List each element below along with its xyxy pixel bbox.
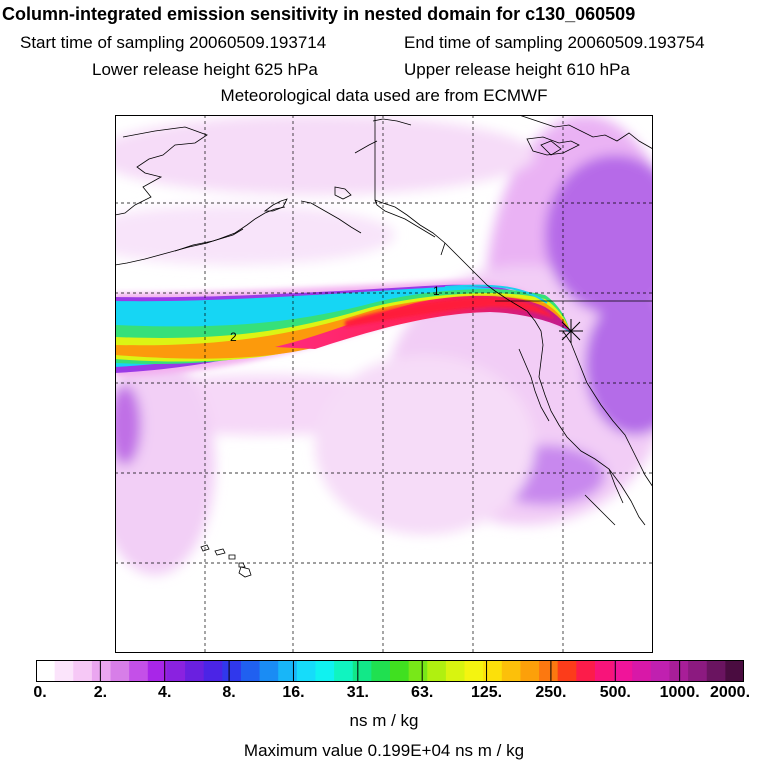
sensitivity-field	[115, 115, 653, 575]
colorbar-swatch	[73, 660, 93, 682]
colorbar-swatch	[539, 660, 559, 682]
colorbar-swatch	[54, 660, 74, 682]
colorbar-swatch	[91, 660, 112, 682]
coastlines	[115, 115, 653, 526]
colorbar-tick-label: 4.	[158, 684, 172, 701]
colorbar-tick-label: 2.	[93, 684, 108, 701]
colorbar-tick-label: 31.	[346, 684, 369, 701]
end-time-label: End time of sampling 20060509.193754	[404, 33, 705, 52]
plume-label-1: 1	[433, 284, 440, 298]
colorbar-swatch	[36, 660, 56, 682]
release-point-marker	[559, 319, 583, 343]
colorbar-swatch	[557, 660, 577, 682]
colorbar-tick-label: 1000.	[659, 684, 700, 701]
sensitivity-map: 1 2	[115, 115, 653, 653]
colorbar-swatch	[688, 660, 708, 682]
colorbar-swatch	[706, 660, 726, 682]
colorbar-tick-label: 0.	[33, 684, 47, 701]
colorbar-tick-label: 500.	[599, 684, 631, 701]
colorbar-swatch	[315, 660, 335, 682]
colorbar	[36, 660, 744, 682]
colorbar-swatch	[408, 660, 428, 682]
colorbar-tick-label: 63.	[411, 684, 434, 701]
colorbar-tick-label: 2000.	[709, 684, 751, 701]
sampling-time-row: Start time of sampling 20060509.193714 E…	[0, 33, 768, 55]
colorbar-swatch	[613, 660, 633, 682]
colorbar-tick-label: 16.	[282, 684, 305, 701]
colorbar-swatch	[464, 660, 484, 682]
colorbar-tick-label: 8.	[222, 684, 236, 701]
colorbar-swatch	[278, 660, 298, 682]
colorbar-units: ns m / kg	[349, 711, 419, 730]
colorbar-swatch	[352, 660, 372, 682]
colorbar-swatch	[129, 660, 149, 682]
colorbar-swatch	[632, 660, 652, 682]
colorbar-swatch	[650, 660, 670, 682]
colorbar-tick-label: 250.	[535, 684, 567, 701]
figure-title: Column-integrated emission sensitivity i…	[2, 4, 636, 24]
maximum-value-label: Maximum value 0.199E+04 ns m / kg	[243, 741, 525, 760]
colorbar-swatch	[166, 660, 186, 682]
colorbar-swatch	[725, 660, 744, 682]
start-time-label: Start time of sampling 20060509.193714	[20, 33, 327, 52]
colorbar-swatch	[445, 660, 466, 682]
colorbar-swatch	[594, 660, 615, 682]
colorbar-ticks: 0. 2. 4. 8. 16. 31. 63. 125. 250. 500. 1000. 2000.	[0, 684, 768, 704]
colorbar-swatch	[669, 660, 689, 682]
upper-height-label: Upper release height 610 hPa	[404, 60, 630, 79]
met-data-label: Meteorological data used are from ECMWF	[220, 86, 548, 105]
colorbar-swatch	[222, 660, 242, 682]
lower-height-label: Lower release height 625 hPa	[92, 60, 318, 79]
colorbar-swatch	[240, 660, 261, 682]
colorbar-swatch	[371, 660, 391, 682]
colorbar-tick-label: 125.	[470, 684, 503, 701]
colorbar-swatch	[147, 660, 167, 682]
colorbar-frame	[36, 660, 744, 682]
colorbar-swatch	[203, 660, 223, 682]
colorbar-swatch	[520, 660, 540, 682]
colorbar-swatch	[501, 660, 521, 682]
colorbar-swatch	[185, 660, 205, 682]
plume-label-2: 2	[230, 330, 237, 344]
release-height-row: Lower release height 625 hPa Upper relea…	[0, 60, 768, 82]
colorbar-swatch	[334, 660, 354, 682]
plume	[115, 280, 570, 377]
colorbar-swatch	[110, 660, 130, 682]
colorbar-swatch	[296, 660, 316, 682]
hawaii-islands	[200, 544, 252, 578]
colorbar-swatch	[390, 660, 410, 682]
colorbar-swatch	[576, 660, 596, 682]
colorbar-swatch	[427, 660, 447, 682]
map-frame	[115, 115, 653, 653]
colorbar-swatch	[483, 660, 503, 682]
colorbar-swatch	[259, 660, 279, 682]
